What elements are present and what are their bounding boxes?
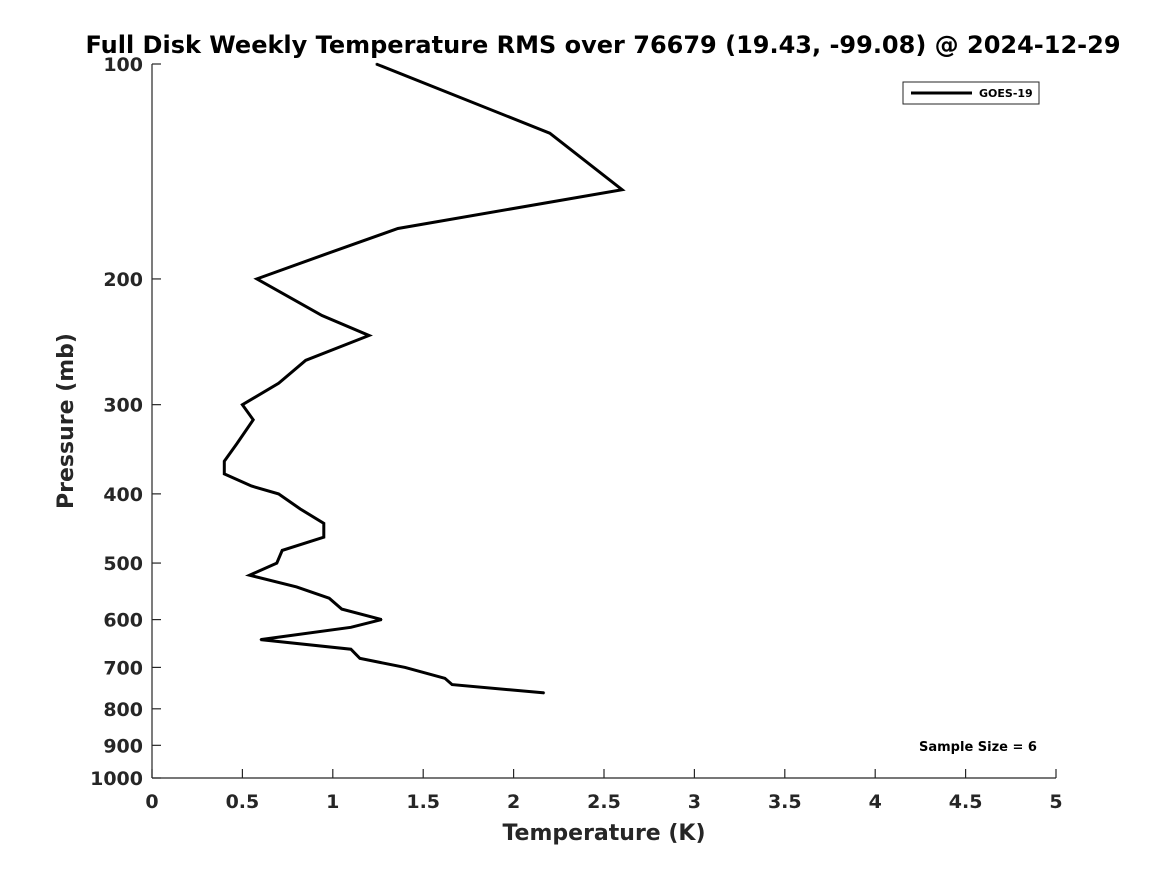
data-point <box>295 586 298 588</box>
data-point <box>299 508 302 510</box>
y-tick-label: 900 <box>103 735 143 757</box>
data-point <box>304 359 307 362</box>
x-tick-label: 0.5 <box>226 791 260 813</box>
data-point <box>397 227 399 230</box>
x-axis-label: Temperature (K) <box>502 821 705 846</box>
data-point <box>444 677 446 680</box>
data-point <box>241 403 244 406</box>
legend-label-goes-19: GOES-19 <box>979 87 1033 100</box>
x-tick-label: 3.5 <box>768 791 802 813</box>
data-point <box>281 549 283 552</box>
data-point <box>322 522 325 525</box>
data-point <box>236 442 238 445</box>
x-tick-label: 1 <box>326 791 339 813</box>
data-point <box>252 418 255 421</box>
x-tick-label: 5 <box>1049 791 1062 813</box>
x-tick-label: 1.5 <box>406 791 440 813</box>
data-point <box>543 692 546 694</box>
chart-title: Full Disk Weekly Temperature RMS over 76… <box>85 31 1120 59</box>
x-tick-label: 0 <box>145 791 158 813</box>
data-point <box>350 648 352 650</box>
data-point <box>275 562 278 564</box>
y-tick-label: 800 <box>103 699 143 721</box>
data-point <box>548 132 551 134</box>
data-point <box>380 618 383 621</box>
data-point <box>256 278 258 280</box>
data-point <box>259 638 262 641</box>
sample-size-annotation: Sample Size = 6 <box>919 740 1037 755</box>
y-tick-label: 200 <box>103 269 143 291</box>
y-tick-label: 700 <box>103 657 143 679</box>
y-tick-label: 1000 <box>90 768 143 790</box>
data-point <box>621 188 623 191</box>
data-point <box>451 683 453 686</box>
data-point <box>328 597 330 600</box>
y-tick-label: 100 <box>103 54 143 76</box>
data-point <box>350 626 352 629</box>
data-point <box>277 493 280 495</box>
data-point <box>277 382 280 385</box>
data-point <box>250 485 253 487</box>
x-tick-label: 4.5 <box>949 791 983 813</box>
data-point <box>322 253 325 256</box>
x-axis-ticks: 0 0.5 1 1.5 2 2.5 3 3.5 4 4.5 5 <box>145 769 1063 813</box>
data-point <box>368 334 370 337</box>
x-tick-label: 4 <box>869 791 882 813</box>
data-point <box>359 657 361 660</box>
y-tick-label: 400 <box>103 484 143 506</box>
y-axis-ticks: 100 200 300 400 500 600 700 800 900 1000 <box>90 54 161 790</box>
data-point <box>321 314 323 317</box>
data-point <box>248 574 251 577</box>
data-point <box>404 666 406 669</box>
data-point <box>223 460 226 462</box>
data-point <box>322 536 325 539</box>
x-tick-label: 3 <box>688 791 701 813</box>
data-point <box>223 473 226 475</box>
y-tick-label: 300 <box>103 395 143 417</box>
y-tick-label: 600 <box>103 610 143 632</box>
series-group <box>222 62 626 695</box>
legend: GOES-19 <box>902 81 1040 105</box>
y-axis-label: Pressure (mb) <box>54 333 79 509</box>
data-point <box>375 63 377 65</box>
data-point <box>341 608 343 610</box>
x-tick-label: 2 <box>507 791 520 813</box>
x-tick-label: 2.5 <box>587 791 621 813</box>
y-tick-label: 500 <box>103 553 143 575</box>
